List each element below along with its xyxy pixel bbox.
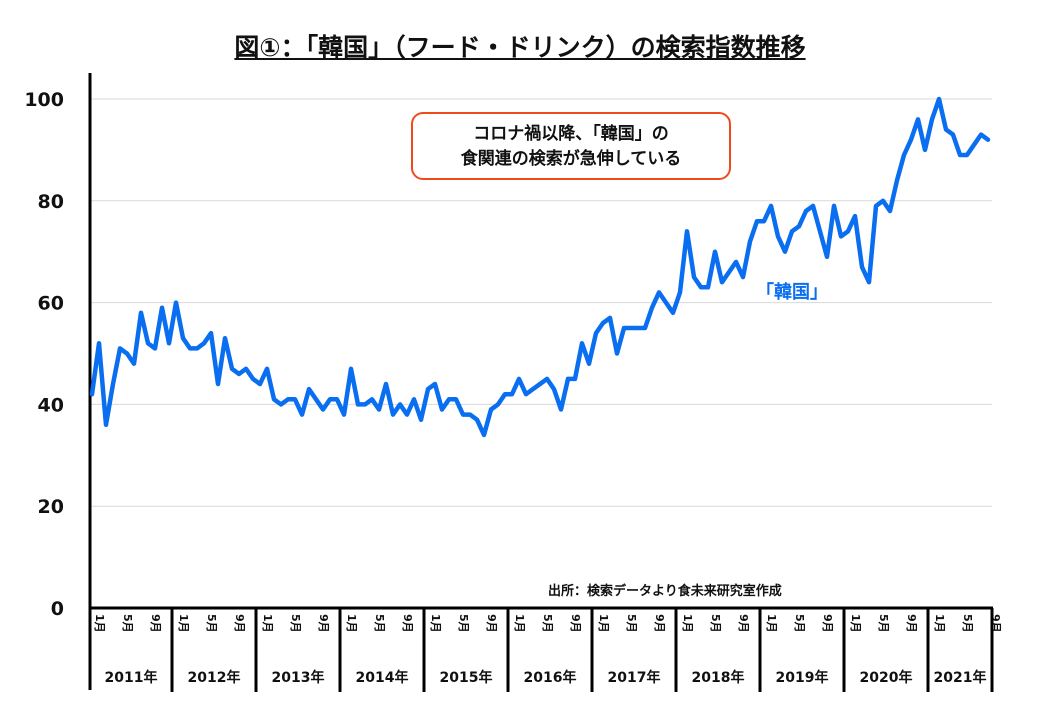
month-tick-label: 5月: [121, 614, 134, 633]
month-tick-label: 1月: [933, 614, 946, 633]
year-label: 2015年: [440, 669, 493, 686]
month-tick-label: 1月: [177, 614, 190, 633]
month-tick-label: 9月: [149, 614, 162, 633]
y-tick-label: 60: [38, 293, 64, 315]
month-tick-label: 5月: [373, 614, 386, 633]
month-tick-label: 1月: [93, 614, 106, 633]
y-tick-label: 20: [38, 496, 64, 518]
month-tick-label: 5月: [877, 614, 890, 633]
month-tick-label: 1月: [765, 614, 778, 633]
month-tick-label: 9月: [737, 614, 750, 633]
year-label: 2021年: [934, 669, 987, 686]
month-tick-label: 9月: [821, 614, 834, 633]
month-tick-label: 9月: [569, 614, 582, 633]
month-tick-label: 5月: [961, 614, 974, 633]
month-tick-label: 1月: [429, 614, 442, 633]
month-tick-label: 5月: [289, 614, 302, 633]
annotation-line-1: コロナ禍以降、「韓国」の: [473, 124, 669, 144]
month-tick-label: 1月: [261, 614, 274, 633]
chart-title: 図①：「韓国」（フード・ドリンク）の検索指数推移: [234, 33, 806, 62]
annotation-line-2: 食関連の検索が急伸している: [460, 149, 682, 169]
year-label: 2018年: [692, 669, 745, 686]
y-tick-label: 80: [38, 191, 64, 213]
y-tick-label: 100: [24, 89, 64, 111]
y-tick-label: 0: [51, 598, 64, 620]
y-tick-label: 40: [38, 394, 64, 416]
year-label: 2013年: [272, 669, 325, 686]
month-tick-label: 9月: [485, 614, 498, 633]
month-tick-label: 9月: [233, 614, 246, 633]
year-label: 2016年: [524, 669, 577, 686]
month-tick-label: 5月: [205, 614, 218, 633]
month-tick-label: 1月: [681, 614, 694, 633]
year-label: 2011年: [105, 669, 158, 686]
month-tick-label: 5月: [457, 614, 470, 633]
series-label: 「韓国」: [756, 282, 828, 303]
month-tick-label: 1月: [513, 614, 526, 633]
month-tick-label: 5月: [793, 614, 806, 633]
source-note: 出所：検索データより食未来研究室作成: [548, 584, 782, 599]
year-label: 2017年: [608, 669, 661, 686]
year-label: 2014年: [356, 669, 409, 686]
month-tick-label: 1月: [849, 614, 862, 633]
month-tick-label: 9月: [317, 614, 330, 633]
annotation-box: コロナ禍以降、「韓国」の 食関連の検索が急伸している: [411, 112, 731, 180]
month-tick-label: 9月: [653, 614, 666, 633]
month-tick-label: 9月: [401, 614, 414, 633]
month-tick-label: 5月: [709, 614, 722, 633]
month-tick-label: 1月: [597, 614, 610, 633]
month-tick-label: 5月: [625, 614, 638, 633]
month-tick-label: 5月: [541, 614, 554, 633]
month-tick-label: 1月: [345, 614, 358, 633]
year-label: 2020年: [860, 669, 913, 686]
year-label: 2019年: [776, 669, 829, 686]
month-tick-label: 9月: [905, 614, 918, 633]
year-label: 2012年: [188, 669, 241, 686]
